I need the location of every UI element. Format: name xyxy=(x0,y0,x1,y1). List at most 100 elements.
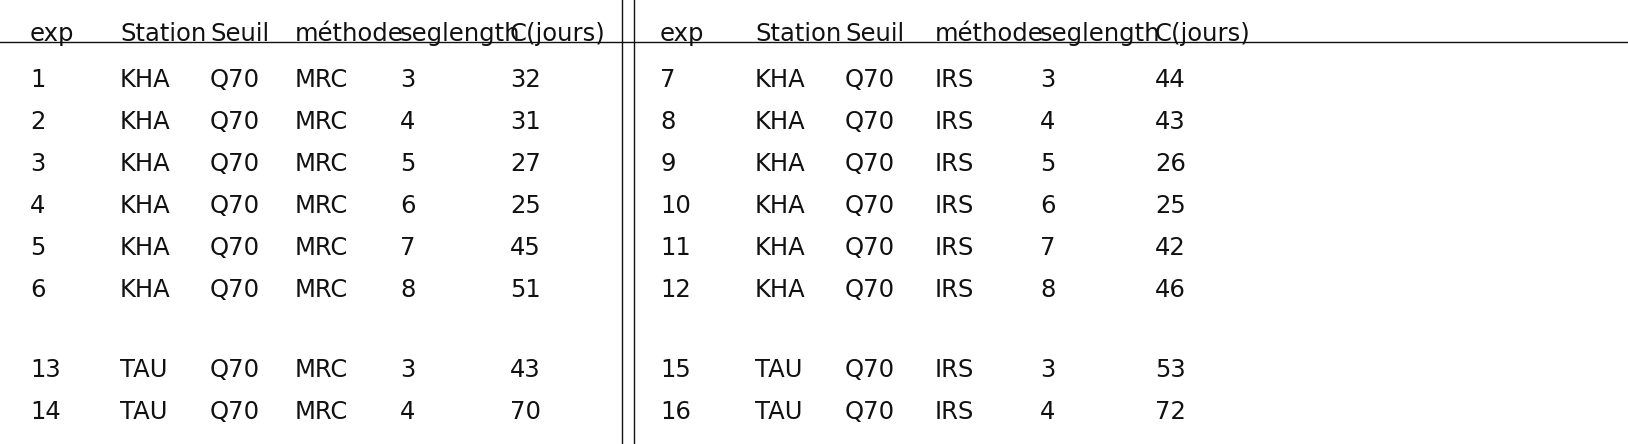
Text: 25: 25 xyxy=(1154,194,1185,218)
Text: 26: 26 xyxy=(1154,152,1185,176)
Text: Station: Station xyxy=(120,22,207,46)
Text: KHA: KHA xyxy=(120,152,171,176)
Text: Q70: Q70 xyxy=(845,110,895,134)
Text: MRC: MRC xyxy=(295,358,348,382)
Text: 3: 3 xyxy=(1040,358,1055,382)
Text: MRC: MRC xyxy=(295,110,348,134)
Text: 25: 25 xyxy=(510,194,540,218)
Text: 10: 10 xyxy=(659,194,690,218)
Text: 46: 46 xyxy=(1154,278,1185,302)
Text: Q70: Q70 xyxy=(210,236,260,260)
Text: seglength: seglength xyxy=(400,22,521,46)
Text: IRS: IRS xyxy=(934,400,975,424)
Text: 72: 72 xyxy=(1154,400,1185,424)
Text: 8: 8 xyxy=(400,278,415,302)
Text: Station: Station xyxy=(755,22,842,46)
Text: 51: 51 xyxy=(510,278,540,302)
Text: IRS: IRS xyxy=(934,236,975,260)
Text: IRS: IRS xyxy=(934,194,975,218)
Text: Q70: Q70 xyxy=(210,152,260,176)
Text: 31: 31 xyxy=(510,110,540,134)
Text: 43: 43 xyxy=(510,358,540,382)
Text: 5: 5 xyxy=(1040,152,1055,176)
Text: KHA: KHA xyxy=(120,68,171,92)
Text: Q70: Q70 xyxy=(210,110,260,134)
Text: IRS: IRS xyxy=(934,110,975,134)
Text: 9: 9 xyxy=(659,152,676,176)
Text: KHA: KHA xyxy=(755,194,806,218)
Text: 12: 12 xyxy=(659,278,690,302)
Text: 7: 7 xyxy=(659,68,676,92)
Text: MRC: MRC xyxy=(295,278,348,302)
Text: IRS: IRS xyxy=(934,278,975,302)
Text: 1: 1 xyxy=(29,68,46,92)
Text: TAU: TAU xyxy=(120,358,168,382)
Text: Q70: Q70 xyxy=(845,194,895,218)
Text: exp: exp xyxy=(29,22,75,46)
Text: Q70: Q70 xyxy=(210,278,260,302)
Text: 2: 2 xyxy=(29,110,46,134)
Text: 7: 7 xyxy=(400,236,415,260)
Text: 44: 44 xyxy=(1154,68,1185,92)
Text: 53: 53 xyxy=(1154,358,1185,382)
Text: Seuil: Seuil xyxy=(845,22,904,46)
Text: TAU: TAU xyxy=(755,358,803,382)
Text: 6: 6 xyxy=(29,278,46,302)
Text: 4: 4 xyxy=(400,400,415,424)
Text: 16: 16 xyxy=(659,400,690,424)
Text: MRC: MRC xyxy=(295,152,348,176)
Text: KHA: KHA xyxy=(755,152,806,176)
Text: 43: 43 xyxy=(1154,110,1185,134)
Text: KHA: KHA xyxy=(120,194,171,218)
Text: Q70: Q70 xyxy=(210,194,260,218)
Text: 3: 3 xyxy=(1040,68,1055,92)
Text: Q70: Q70 xyxy=(210,68,260,92)
Text: 8: 8 xyxy=(1040,278,1055,302)
Text: TAU: TAU xyxy=(120,400,168,424)
Text: 4: 4 xyxy=(1040,400,1055,424)
Text: Q70: Q70 xyxy=(210,400,260,424)
Text: 5: 5 xyxy=(29,236,46,260)
Text: KHA: KHA xyxy=(120,236,171,260)
Text: 32: 32 xyxy=(510,68,540,92)
Text: C(jours): C(jours) xyxy=(1154,22,1250,46)
Text: 13: 13 xyxy=(29,358,60,382)
Text: 6: 6 xyxy=(1040,194,1055,218)
Text: 4: 4 xyxy=(400,110,415,134)
Text: 70: 70 xyxy=(510,400,540,424)
Text: 4: 4 xyxy=(1040,110,1055,134)
Text: 5: 5 xyxy=(400,152,415,176)
Text: Q70: Q70 xyxy=(845,236,895,260)
Text: 8: 8 xyxy=(659,110,676,134)
Text: KHA: KHA xyxy=(755,110,806,134)
Text: Q70: Q70 xyxy=(845,278,895,302)
Text: MRC: MRC xyxy=(295,68,348,92)
Text: MRC: MRC xyxy=(295,400,348,424)
Text: MRC: MRC xyxy=(295,236,348,260)
Text: seglength: seglength xyxy=(1040,22,1161,46)
Text: KHA: KHA xyxy=(120,110,171,134)
Text: Q70: Q70 xyxy=(845,152,895,176)
Text: 27: 27 xyxy=(510,152,540,176)
Text: méthode: méthode xyxy=(934,22,1044,46)
Text: 14: 14 xyxy=(29,400,60,424)
Text: KHA: KHA xyxy=(120,278,171,302)
Text: 3: 3 xyxy=(400,358,415,382)
Text: 11: 11 xyxy=(659,236,690,260)
Text: IRS: IRS xyxy=(934,358,975,382)
Text: méthode: méthode xyxy=(295,22,404,46)
Text: 3: 3 xyxy=(29,152,46,176)
Text: Q70: Q70 xyxy=(845,400,895,424)
Text: KHA: KHA xyxy=(755,278,806,302)
Text: exp: exp xyxy=(659,22,705,46)
Text: MRC: MRC xyxy=(295,194,348,218)
Text: Q70: Q70 xyxy=(845,358,895,382)
Text: 3: 3 xyxy=(400,68,415,92)
Text: 15: 15 xyxy=(659,358,690,382)
Text: IRS: IRS xyxy=(934,152,975,176)
Text: TAU: TAU xyxy=(755,400,803,424)
Text: 42: 42 xyxy=(1154,236,1185,260)
Text: KHA: KHA xyxy=(755,68,806,92)
Text: 45: 45 xyxy=(510,236,540,260)
Text: C(jours): C(jours) xyxy=(510,22,606,46)
